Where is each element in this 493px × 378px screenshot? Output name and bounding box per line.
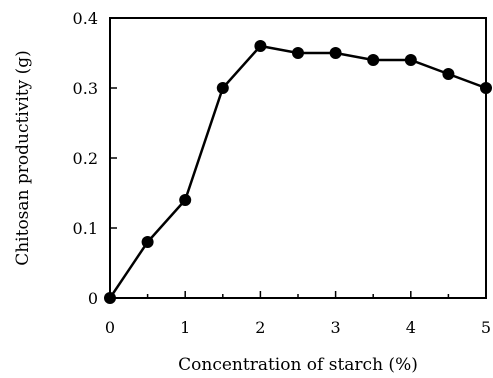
x-tick-label: 1 [180,318,190,337]
x-axis-title: Concentration of starch (%) [178,355,418,375]
y-tick-label: 0 [88,289,98,308]
x-tick-label: 5 [481,318,491,337]
y-axis-tick-labels: 0 0.1 0.2 0.3 0.4 [73,9,98,308]
y-tick-label: 0.1 [73,219,98,238]
x-tick-label: 0 [105,318,115,337]
x-axis-tick-labels: 0 1 2 3 4 5 [105,318,491,337]
data-point [442,68,455,80]
data-point [329,47,342,59]
x-tick-label: 4 [406,318,416,337]
y-axis-ticks [110,17,117,299]
series-line [108,44,487,299]
plot-border [109,17,487,299]
data-point [216,82,229,94]
y-tick-label: 0.4 [73,9,98,28]
y-tick-label: 0.2 [73,149,98,168]
data-point [104,292,116,304]
data-point [367,54,380,66]
data-point [404,54,417,66]
y-tick-label: 0.3 [73,79,98,98]
x-axis-ticks [109,291,487,298]
data-point [292,47,304,59]
data-point [480,82,492,94]
data-point [141,236,154,248]
series-group [104,40,492,304]
data-point [179,194,192,206]
x-tick-label: 3 [331,318,341,337]
plot-frame [109,17,487,299]
y-axis-title: Chitosan productivity (g) [13,50,33,266]
x-tick-label: 2 [255,318,265,337]
data-point [254,40,267,52]
